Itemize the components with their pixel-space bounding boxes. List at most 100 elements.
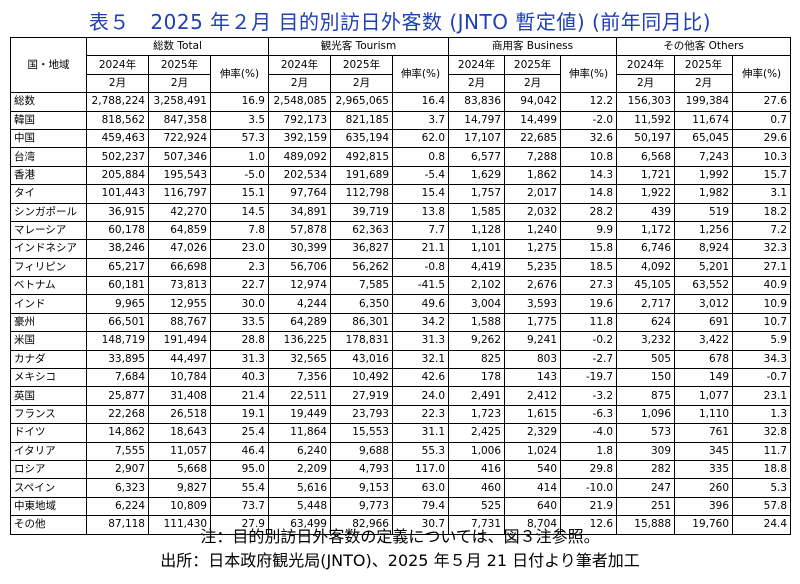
table-cell: 26,518 (148, 404, 211, 425)
table-cell: 1,110 (674, 404, 734, 425)
table-cell: 32.3 (732, 239, 792, 259)
table-cell: -4.0 (560, 423, 618, 443)
table-cell: 14,797 (448, 110, 506, 130)
table-cell: 2,965,065 (330, 92, 393, 112)
month-header: 2月 (674, 73, 734, 94)
table-cell: 10.8 (560, 147, 618, 167)
table-cell: 519 (674, 202, 734, 222)
rate-header: 伸率(%) (210, 55, 269, 94)
table-cell: 9,773 (330, 496, 393, 517)
table-cell: 55.4 (210, 478, 269, 498)
table-cell: 64,859 (148, 220, 211, 241)
table-cell: 9,153 (330, 478, 393, 498)
table-cell: 49.6 (391, 294, 450, 314)
table-cell: 1,629 (448, 165, 506, 186)
table-cell: 46.4 (210, 441, 269, 461)
table-cell: 460 (448, 478, 506, 498)
table-cell: 32.8 (732, 423, 792, 443)
table-cell: 7,356 (268, 368, 331, 388)
table-cell: 1,982 (674, 184, 734, 204)
table-cell: 1.0 (210, 147, 269, 167)
table-cell: 60,181 (86, 276, 149, 296)
table-cell: 18.8 (732, 459, 792, 480)
table-cell: 57.3 (210, 128, 269, 149)
table-cell: 23.0 (210, 239, 269, 259)
table-cell: 25,877 (86, 386, 149, 406)
table-cell: 9,262 (448, 331, 506, 351)
table-cell: 13.8 (391, 202, 450, 222)
table-cell: 309 (616, 441, 676, 461)
table-row: その他 87,118 111,430 27.9 63,499 82,966 30.7 7,73… (10, 515, 792, 535)
month-header: 2月 (330, 73, 393, 94)
table-cell: 30.0 (210, 294, 269, 314)
table-cell: 63.0 (391, 478, 450, 498)
table-cell: 12,955 (148, 294, 211, 314)
table-cell: 2,491 (448, 386, 506, 406)
table-cell: 3,004 (448, 294, 506, 314)
row-label: フィリピン (10, 257, 87, 278)
table-cell: 11,057 (148, 441, 211, 461)
row-label: フランス (10, 404, 87, 425)
table-cell: 66,501 (86, 312, 149, 333)
table-cell: 792,173 (268, 110, 331, 130)
table-cell: 3,258,491 (148, 92, 211, 112)
table-cell: 32.1 (391, 349, 450, 370)
table-cell: 27.9 (210, 515, 269, 535)
table-cell: 1,240 (504, 220, 562, 241)
table-cell: 678 (674, 349, 734, 370)
table-cell: 73,813 (148, 276, 211, 296)
table-cell: 73.7 (210, 496, 269, 517)
table-cell: 143 (504, 368, 562, 388)
table-cell: 1,077 (674, 386, 734, 406)
table-cell: 2,412 (504, 386, 562, 406)
table-cell: 392,159 (268, 128, 331, 149)
table-cell: 2,329 (504, 423, 562, 443)
table-cell: 55.3 (391, 441, 450, 461)
table-cell: 282 (616, 459, 676, 480)
table-cell: 573 (616, 423, 676, 443)
table-cell: 1,585 (448, 202, 506, 222)
table-cell: 36,915 (86, 202, 149, 222)
table-cell: 6,350 (330, 294, 393, 314)
table-cell: 7,585 (330, 276, 393, 296)
table-cell: 1,172 (616, 220, 676, 241)
table-row: イタリア 7,555 11,057 46.4 6,240 9,688 55.3 1,006 1,… (10, 441, 792, 461)
table-cell: 63,552 (674, 276, 734, 296)
table-cell: 178,831 (330, 331, 393, 351)
table-cell: 34.3 (732, 349, 792, 370)
table-cell: 31.3 (391, 331, 450, 351)
table-cell: 7.2 (732, 220, 792, 241)
row-label: 英国 (10, 386, 87, 406)
table-row: シンガポール 36,915 42,270 14.5 34,891 39,719 13.8 1,… (10, 202, 792, 222)
table-cell: 27,919 (330, 386, 393, 406)
table-cell: 22,268 (86, 404, 149, 425)
table-cell: 62,363 (330, 220, 393, 241)
table-row: 米国 148,719 191,494 28.8 136,225 178,831 31.3 9,… (10, 331, 792, 351)
table-cell: 5,668 (148, 459, 211, 480)
table-cell: 1,128 (448, 220, 506, 241)
table-cell: 39,719 (330, 202, 393, 222)
table-cell: 15,553 (330, 423, 393, 443)
table-cell: 1,721 (616, 165, 676, 186)
table-cell: 1,096 (616, 404, 676, 425)
month-header: 2月 (148, 73, 211, 94)
table-cell: 191,689 (330, 165, 393, 186)
table-cell: 14.3 (560, 165, 618, 186)
table-cell: 19.6 (560, 294, 618, 314)
table-cell: 7,288 (504, 147, 562, 167)
table-cell: 3,593 (504, 294, 562, 314)
table-cell: 43,016 (330, 349, 393, 370)
table-cell: 32.6 (560, 128, 618, 149)
table-cell: 86,301 (330, 312, 393, 333)
table-cell: 57,878 (268, 220, 331, 241)
table-title: 表５ 2025 年２月 目的別訪日外客数 (JNTO 暫定値) (前年同月比) (88, 10, 712, 34)
table-cell: 3,012 (674, 294, 734, 314)
table-cell: 14.8 (560, 184, 618, 204)
table-cell: 1,862 (504, 165, 562, 186)
table-cell: 2,017 (504, 184, 562, 204)
table-cell: 5.9 (732, 331, 792, 351)
table-cell: 45,105 (616, 276, 676, 296)
row-label: インド (10, 294, 87, 314)
table-cell: 34.2 (391, 312, 450, 333)
table-cell: 199,384 (674, 92, 734, 112)
